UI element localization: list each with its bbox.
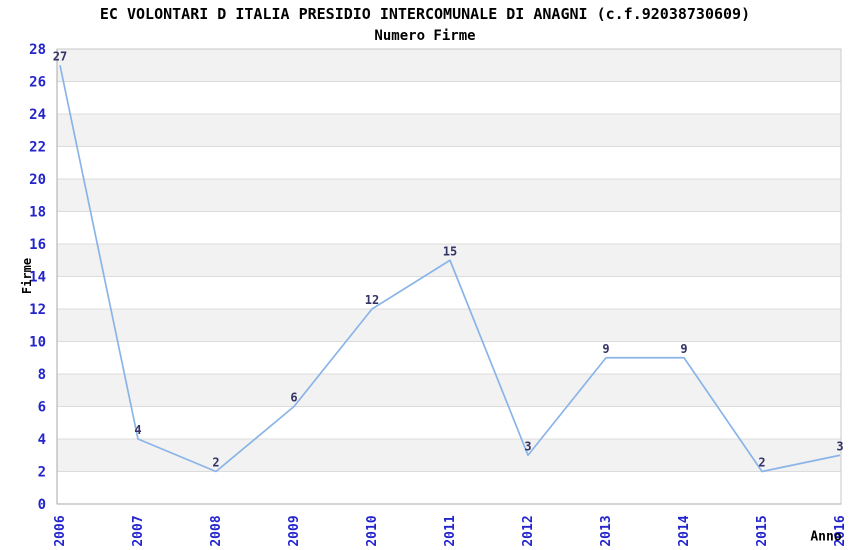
y-tick-label: 0 [38,497,46,513]
y-tick-label: 24 [29,107,46,123]
x-tick-label: 2011 [443,515,458,546]
chart-band [57,309,841,342]
chart-band [57,179,841,212]
x-tick-label: 2012 [521,515,536,546]
x-tick-label: 2013 [599,515,614,546]
y-tick-label: 20 [29,172,46,188]
value-label: 9 [602,342,609,356]
value-label: 15 [443,244,457,258]
y-tick-label: 16 [29,237,46,253]
value-label: 2 [758,456,765,470]
chart-band [57,276,841,309]
value-label: 27 [53,49,67,63]
y-tick-label: 26 [29,75,46,91]
chart-title: EC VOLONTARI D ITALIA PRESIDIO INTERCOMU… [99,5,751,23]
chart-subtitle: Numero Firme [374,28,476,44]
x-tick-label: 2008 [209,515,224,546]
chart-band [57,374,841,407]
chart-band [57,406,841,439]
x-tick-label: 2016 [833,515,848,546]
chart-band [57,211,841,244]
x-tick-label: 2015 [755,515,770,546]
chart-band [57,341,841,374]
x-tick-label: 2014 [677,515,692,546]
y-tick-label: 22 [29,140,46,156]
y-tick-label: 2 [38,465,46,481]
value-label: 3 [524,439,531,453]
chart-band [57,81,841,114]
value-label: 9 [680,342,687,356]
x-tick-label: 2006 [53,515,68,546]
chart-band [57,439,841,472]
y-tick-label: 14 [29,270,46,286]
x-axis-title: Anno [810,529,842,545]
value-label: 3 [836,439,843,453]
chart-band [57,49,841,82]
y-tick-label: 18 [29,205,46,221]
value-label: 6 [290,391,297,405]
y-tick-label: 6 [38,400,46,416]
value-label: 12 [365,293,379,307]
y-tick-label: 12 [29,302,46,318]
chart-band [57,146,841,179]
x-tick-label: 2010 [365,515,380,546]
y-tick-label: 4 [38,432,46,448]
chart-band [57,471,841,504]
y-tick-label: 10 [29,335,46,351]
x-tick-label: 2007 [131,515,146,546]
y-tick-label: 8 [38,367,46,383]
x-tick-label: 2009 [287,515,302,546]
value-label: 4 [134,423,141,437]
data-line [59,65,841,473]
y-axis-title: Firme [20,257,34,295]
value-label: 2 [212,456,219,470]
y-tick-label: 28 [29,42,46,58]
chart-band [57,114,841,147]
